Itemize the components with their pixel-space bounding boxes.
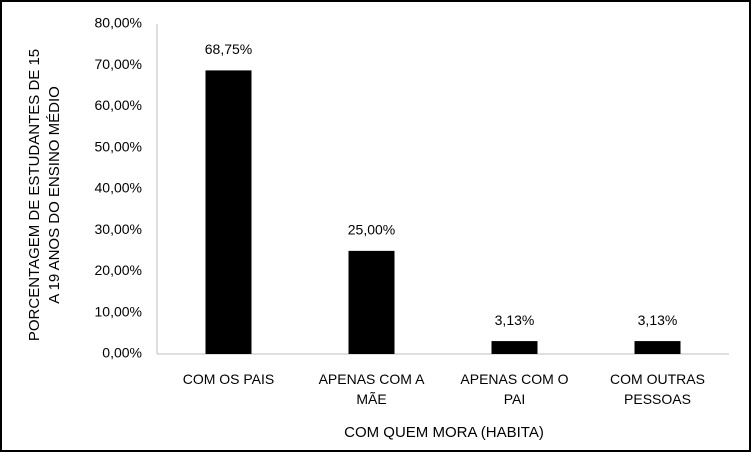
x-tick-label: APENAS COM O PAI <box>460 371 569 407</box>
x-tick-label: APENAS COM A MÃE <box>318 371 425 407</box>
bar <box>205 70 252 354</box>
y-axis-title: PORCENTAGEM DE ESTUDANTES DE 15 A 19 ANO… <box>26 48 63 342</box>
y-tick-label: 20,00% <box>95 262 142 278</box>
y-tick-label: 60,00% <box>95 97 142 113</box>
y-tick-label: 70,00% <box>95 56 142 72</box>
y-tick-label: 80,00% <box>95 15 142 31</box>
y-tick-label: 10,00% <box>95 303 142 319</box>
data-label: 3,13% <box>638 312 678 328</box>
x-axis-title: COM QUEM MORA (HABITA) <box>344 424 544 441</box>
x-tick-label: COM OUTRAS PESSOAS <box>610 371 705 407</box>
data-label: 3,13% <box>495 312 535 328</box>
data-label: 25,00% <box>348 222 395 238</box>
y-tick-label: 40,00% <box>95 180 142 196</box>
bar <box>634 341 681 354</box>
bar <box>491 341 538 354</box>
bar <box>348 250 395 354</box>
x-tick-label: COM OS PAIS <box>182 371 275 387</box>
y-tick-label: 0,00% <box>102 345 142 361</box>
y-tick-label: 50,00% <box>95 138 142 154</box>
y-tick-label: 30,00% <box>95 221 142 237</box>
data-label: 68,75% <box>205 41 252 57</box>
